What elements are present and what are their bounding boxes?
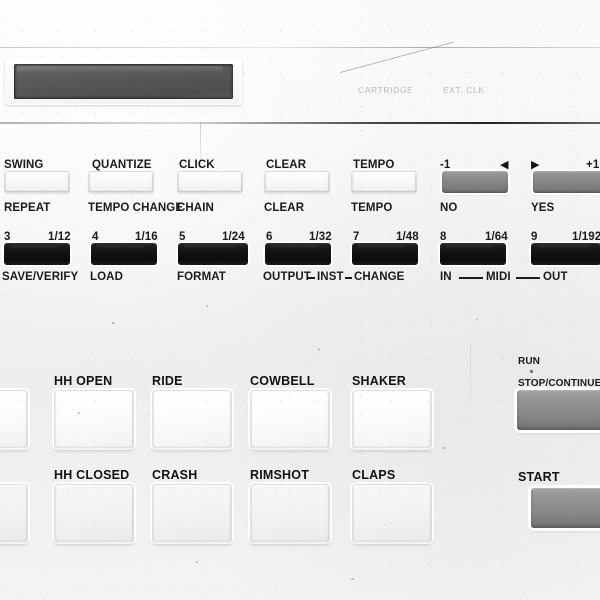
button-stop-continue[interactable]: [517, 390, 600, 430]
button-change[interactable]: [352, 243, 418, 265]
button-chain[interactable]: [177, 171, 243, 193]
button-repeat[interactable]: [4, 171, 70, 193]
label-output: OUTPUT: [263, 271, 311, 283]
button-save-verify[interactable]: [4, 243, 70, 265]
pad-claps[interactable]: [352, 484, 432, 542]
label-fraction-1-24: 1/24: [222, 231, 245, 243]
button-no[interactable]: [442, 171, 508, 193]
pad-ride[interactable]: [152, 390, 232, 448]
label-fraction-1-32: 1/32: [309, 231, 332, 243]
lcd-bezel: [5, 58, 242, 105]
label-start: START: [518, 470, 560, 484]
label-inst: INST: [317, 271, 344, 283]
label-fraction-1-12: 1/12: [48, 231, 71, 243]
label-change: CHANGE: [354, 271, 405, 283]
dust-speck: [443, 447, 446, 449]
legend-cartridge: CARTRIDGE: [358, 85, 414, 95]
dust-speck: [476, 318, 478, 320]
dash-inst-change: [345, 277, 352, 279]
label-format: FORMAT: [177, 271, 226, 283]
pad-rimshot[interactable]: [250, 484, 330, 542]
label-fraction-1-192: 1/192: [572, 231, 600, 243]
label-number-8: 8: [440, 231, 447, 243]
label-plus-one: +1: [586, 159, 600, 171]
label-number-5: 5: [179, 231, 186, 243]
button-start[interactable]: [531, 488, 600, 528]
label-number-7: 7: [353, 231, 360, 243]
label-midi: MIDI: [486, 271, 511, 283]
arrow-left-icon: ◀: [500, 159, 509, 171]
button-yes[interactable]: [533, 171, 600, 193]
run-led-indicator: [530, 370, 533, 373]
label-fraction-1-16: 1/16: [135, 231, 158, 243]
label-shaker: SHAKER: [352, 374, 406, 388]
button-load[interactable]: [91, 243, 157, 265]
button-tempo[interactable]: [351, 171, 417, 193]
label-number-9: 9: [531, 231, 538, 243]
label-rimshot: RIMSHOT: [250, 468, 310, 482]
label-claps: CLAPS: [352, 468, 396, 482]
dash-in-midi: [459, 277, 483, 279]
legend-ext-clk: EXT. CLK: [443, 85, 485, 95]
dust-speck: [196, 561, 198, 563]
label-minus-one: -1: [440, 159, 451, 171]
dust-speck: [318, 348, 320, 351]
surface-scratch: [340, 42, 510, 78]
label-tempo-bottom: TEMPO: [351, 202, 393, 214]
surface-crease-right: [470, 345, 471, 415]
pad-hh-closed[interactable]: [54, 484, 134, 542]
label-repeat: REPEAT: [4, 202, 51, 214]
label-hh-closed: HH CLOSED: [54, 468, 130, 482]
pad-partial-bottom-left[interactable]: [0, 484, 28, 542]
button-midi-out[interactable]: [531, 243, 600, 265]
label-tempo-top: TEMPO: [353, 159, 395, 171]
label-stop-continue: STOP/CONTINUE: [518, 378, 600, 389]
button-clear[interactable]: [264, 171, 330, 193]
dash-midi-out: [516, 277, 540, 279]
pad-crash[interactable]: [152, 484, 232, 542]
dash-output-inst: [308, 277, 315, 279]
label-midi-out: OUT: [543, 271, 568, 283]
arrow-right-icon: ▶: [531, 159, 540, 171]
chassis-seam-main: [0, 122, 600, 124]
chassis-seam-top: [0, 47, 600, 48]
label-number-6: 6: [266, 231, 273, 243]
label-number-3: 3: [4, 231, 11, 243]
label-load: LOAD: [90, 271, 123, 283]
label-fraction-1-64: 1/64: [485, 231, 508, 243]
label-yes: YES: [531, 202, 555, 214]
label-fraction-1-48: 1/48: [396, 231, 419, 243]
button-midi-in[interactable]: [440, 243, 506, 265]
label-clear-top: CLEAR: [266, 159, 307, 171]
pad-cowbell[interactable]: [250, 390, 330, 448]
label-click: CLICK: [179, 159, 215, 171]
label-run: RUN: [518, 356, 540, 367]
label-tempo-change: TEMPO CHANGE: [88, 202, 184, 214]
button-tempo-change[interactable]: [88, 171, 154, 193]
pad-hh-open[interactable]: [54, 390, 134, 448]
label-cowbell: COWBELL: [250, 374, 315, 388]
label-quantize: QUANTIZE: [92, 159, 152, 171]
dust-speck: [351, 578, 354, 580]
label-save-verify: SAVE/VERIFY: [2, 271, 79, 283]
label-hh-open: HH OPEN: [54, 374, 113, 388]
dust-speck: [112, 322, 115, 324]
pad-shaker[interactable]: [352, 390, 432, 448]
button-output[interactable]: [265, 243, 331, 265]
pad-partial-top-left[interactable]: [0, 390, 28, 448]
dust-speck: [206, 305, 208, 307]
label-chain: CHAIN: [177, 202, 214, 214]
lcd-display[interactable]: [14, 64, 233, 99]
label-no: NO: [440, 202, 458, 214]
button-format[interactable]: [178, 243, 248, 265]
label-midi-in: IN: [440, 271, 452, 283]
label-ride: RIDE: [152, 374, 183, 388]
label-crash: CRASH: [152, 468, 198, 482]
label-clear-bottom: CLEAR: [264, 202, 305, 214]
label-number-4: 4: [92, 231, 99, 243]
label-swing: SWING: [4, 159, 44, 171]
